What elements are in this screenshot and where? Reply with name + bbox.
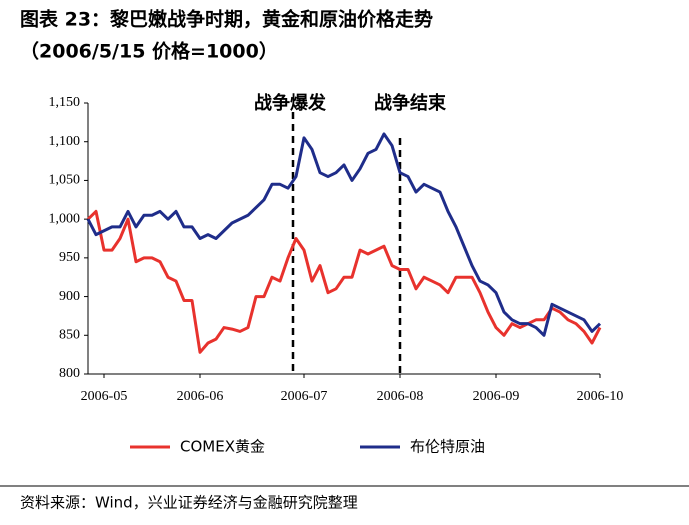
x-tick-label: 2006-09 (473, 389, 520, 404)
x-tick-label: 2006-10 (577, 389, 624, 404)
y-tick-label: 800 (59, 366, 80, 381)
chart-subtitle: （2006/5/15 价格=1000） (20, 40, 278, 63)
x-tick-label: 2006-08 (377, 389, 424, 404)
annotation: 战争结束 (374, 92, 447, 114)
y-tick-label: 950 (59, 250, 80, 265)
y-tick-label: 900 (59, 289, 80, 304)
annotation: 战争爆发 (254, 92, 327, 114)
y-tick-label: 1,150 (49, 95, 81, 110)
x-tick-label: 2006-06 (177, 389, 224, 404)
x-tick-label: 2006-05 (81, 389, 128, 404)
source: 资料来源：Wind，兴业证券经济与金融研究院整理 (20, 494, 358, 512)
y-tick-label: 1,050 (49, 173, 81, 188)
y-tick-label: 1,000 (49, 211, 81, 226)
legend-label: COMEX黄金 (180, 438, 265, 456)
y-tick-label: 850 (59, 328, 80, 343)
legend-label: 布伦特原油 (410, 438, 485, 456)
chart-title: 图表 23：黎巴嫩战争时期，黄金和原油价格走势 (20, 8, 433, 31)
series-line (86, 209, 602, 354)
y-tick-label: 1,100 (49, 134, 81, 149)
x-tick-label: 2006-07 (281, 389, 328, 404)
series-line (86, 132, 602, 337)
